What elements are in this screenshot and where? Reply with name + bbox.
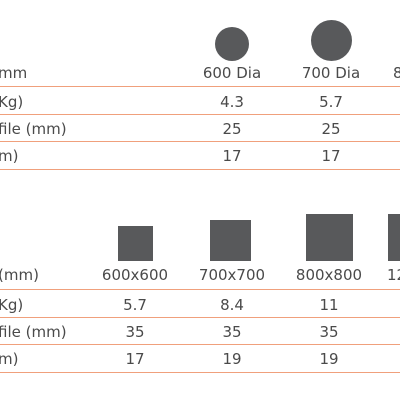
- square-col-800: 800x800: [295, 266, 363, 284]
- round-row-profile-label: file (mm): [0, 120, 67, 138]
- square-row-third-label: m): [0, 350, 19, 368]
- round-600-icon: [215, 27, 249, 61]
- round-divider-1: [0, 86, 400, 87]
- square-row-third-600: 17: [125, 350, 145, 368]
- round-col-700: 700 Dia: [301, 64, 361, 82]
- round-divider-3: [0, 141, 400, 142]
- square-divider-2: [0, 317, 400, 318]
- round-divider-4: [0, 169, 400, 170]
- round-700-icon: [311, 20, 352, 61]
- square-divider-1: [0, 289, 400, 290]
- square-col-600: 600x600: [101, 266, 169, 284]
- square-row-third-800: 19: [319, 350, 339, 368]
- square-row-weight-800: 11: [319, 296, 339, 314]
- square-row-profile-label: file (mm): [0, 323, 67, 341]
- round-row-third-700: 17: [321, 147, 341, 165]
- square-row-weight-700: 8.4: [220, 296, 244, 314]
- round-row-third-label: m): [0, 147, 19, 165]
- square-divider-3: [0, 344, 400, 345]
- round-row-weight-700: 5.7: [319, 93, 343, 111]
- square-row-profile-700: 35: [222, 323, 242, 341]
- round-row-weight-600: 4.3: [220, 93, 244, 111]
- square-col-1200: 12: [387, 266, 400, 284]
- round-col-600: 600 Dia: [202, 64, 262, 82]
- square-700-icon: [210, 220, 251, 261]
- round-header-label: mm: [0, 64, 28, 82]
- round-divider-2: [0, 114, 400, 115]
- square-row-weight-600: 5.7: [123, 296, 147, 314]
- square-row-profile-800: 35: [319, 323, 339, 341]
- square-1200-icon: [388, 214, 400, 261]
- square-row-profile-600: 35: [125, 323, 145, 341]
- square-header-label: (mm): [0, 266, 39, 284]
- square-col-700: 700x700: [198, 266, 266, 284]
- square-row-weight-label: Kg): [0, 296, 24, 314]
- square-divider-4: [0, 372, 400, 373]
- square-800-icon: [306, 214, 353, 261]
- round-col-800: 8: [393, 64, 400, 82]
- square-600-icon: [118, 226, 153, 261]
- round-row-profile-600: 25: [222, 120, 242, 138]
- round-row-third-600: 17: [222, 147, 242, 165]
- square-row-third-700: 19: [222, 350, 242, 368]
- round-row-weight-label: Kg): [0, 93, 24, 111]
- round-row-profile-700: 25: [321, 120, 341, 138]
